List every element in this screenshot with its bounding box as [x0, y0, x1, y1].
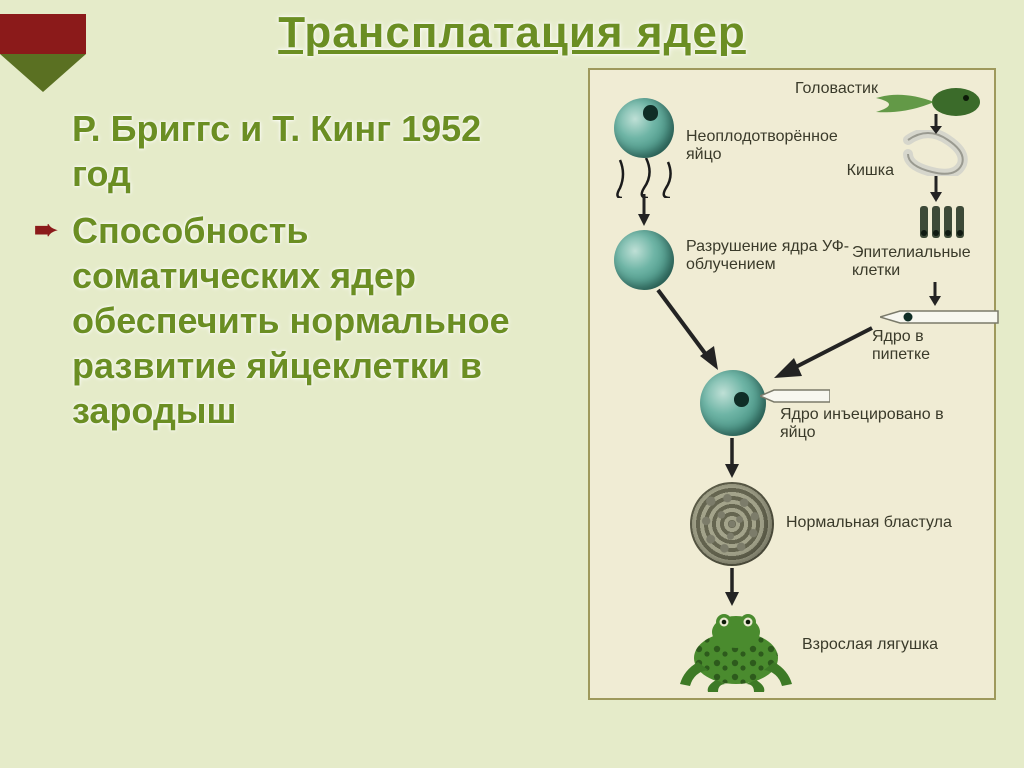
arrow-egg-uv	[634, 194, 654, 228]
arrow-epi-pipette	[926, 282, 944, 308]
epithelial-cells-icon	[920, 206, 964, 238]
label-injected: Ядро инъецировано в яйцо	[780, 406, 970, 441]
arrow-intestine-epithelial	[926, 176, 946, 204]
slide-title: Трансплатация ядер	[0, 8, 1024, 58]
arrow-tadpole-intestine	[926, 114, 946, 136]
label-blastula: Нормальная бластула	[786, 514, 986, 532]
cell-injected-egg	[700, 370, 766, 436]
arrow-inject-blastula	[722, 438, 742, 480]
label-epithelial: Эпителиальные клетки	[852, 244, 982, 279]
cell-uv-egg	[614, 230, 674, 290]
arrow-uv-inject	[650, 286, 730, 376]
label-pipette: Ядро в пипетке	[872, 328, 982, 363]
frog-icon	[676, 602, 796, 692]
pipette-icon	[880, 310, 1000, 324]
label-unfertilized-egg: Неоплодотворённое яйцо	[686, 128, 856, 163]
accent-triangle	[0, 54, 86, 92]
label-frog: Взрослая лягушка	[802, 636, 982, 654]
body-line-2: Способность соматических ядер обеспечить…	[42, 208, 542, 433]
slide: Трансплатация ядер Р. Бриггс и Т. Кинг 1…	[0, 0, 1024, 768]
accent-bar	[0, 14, 86, 54]
label-intestine: Кишка	[847, 162, 894, 180]
arrow-pipette-inject	[768, 322, 878, 384]
pipette-inject-icon	[760, 388, 830, 404]
body-text: Р. Бриггс и Т. Кинг 1952 год Способность…	[42, 106, 542, 445]
blastula-icon	[690, 482, 774, 566]
label-uv: Разрушение ядра УФ-облучением	[686, 238, 856, 273]
sperm-icon	[610, 158, 682, 198]
label-tadpole: Головастик	[758, 80, 878, 98]
cell-unfertilized-egg	[614, 98, 674, 158]
body-line-1: Р. Бриггс и Т. Кинг 1952 год	[42, 106, 542, 196]
nucleus-icon	[734, 392, 749, 407]
intestine-icon	[902, 130, 972, 176]
diagram-panel: Неоплодотворённое яйцо Головастик Кишка	[588, 68, 996, 700]
nucleus-icon	[643, 105, 659, 121]
